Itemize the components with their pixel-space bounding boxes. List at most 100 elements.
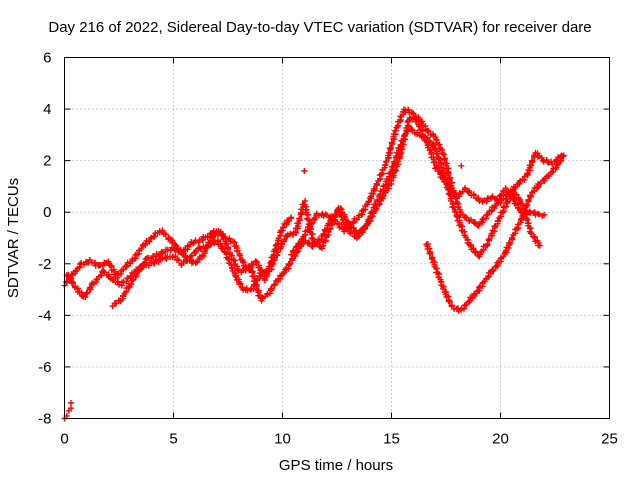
track-b-point xyxy=(281,236,288,243)
track-d-point xyxy=(462,185,469,192)
track-b-point xyxy=(503,203,510,210)
track-d-point xyxy=(347,221,353,228)
track-d-point xyxy=(392,127,399,134)
track-c-point xyxy=(245,263,252,270)
track-e-point xyxy=(537,180,544,187)
track-c-point xyxy=(362,225,368,232)
track-a-point xyxy=(288,214,295,221)
y-axis-label: SDTVAR / TECUs xyxy=(5,178,22,298)
track-d-point xyxy=(524,170,531,177)
track-d-point xyxy=(382,162,389,169)
track-b-point xyxy=(228,264,235,271)
track-e-point xyxy=(553,164,560,171)
track-d-point xyxy=(475,195,482,202)
track-e-point xyxy=(446,298,453,305)
track-b-point xyxy=(178,262,185,268)
y-tick-label: -6 xyxy=(38,359,51,376)
track-c-point xyxy=(309,243,316,250)
track-e-point xyxy=(545,173,552,179)
track-d-point xyxy=(388,145,394,151)
isolated-points-point xyxy=(458,162,465,169)
isolated-points-point xyxy=(68,405,74,412)
track-b-point xyxy=(188,252,195,259)
track-a-point xyxy=(252,258,259,265)
track-e-point xyxy=(507,240,514,247)
track-b-point xyxy=(244,287,251,294)
y-tick-label: 2 xyxy=(43,153,51,170)
track-d-point xyxy=(309,219,315,226)
track-a-point xyxy=(248,260,255,267)
x-tick-label: 25 xyxy=(601,431,618,448)
track-b-point xyxy=(433,150,440,157)
track-c-point xyxy=(239,258,246,265)
track-d-point xyxy=(529,157,536,164)
track-d-point xyxy=(415,123,422,130)
track-b-point xyxy=(472,249,479,256)
track-b-point xyxy=(486,236,493,243)
track-d-point xyxy=(388,139,395,146)
track-d-point xyxy=(345,224,352,231)
track-a-point xyxy=(114,271,121,278)
track-b-point xyxy=(70,280,76,286)
track-e-point xyxy=(427,250,434,257)
track-c-point xyxy=(433,136,440,143)
track-a-point xyxy=(159,227,166,234)
isolated-points-point xyxy=(68,400,74,406)
track-c-point xyxy=(388,177,395,184)
track-b-point xyxy=(536,242,543,249)
x-axis-label: GPS time / hours xyxy=(279,457,393,474)
track-c-point xyxy=(253,283,260,290)
x-tick-label: 15 xyxy=(383,431,400,448)
track-c-point xyxy=(187,241,194,248)
track-e-point xyxy=(559,153,566,160)
track-d-point xyxy=(506,190,513,197)
track-b-point xyxy=(409,127,416,134)
x-tick-label: 20 xyxy=(492,431,509,448)
y-tick-label: 4 xyxy=(43,101,51,118)
track-c-point xyxy=(289,255,296,262)
x-tick-label: 10 xyxy=(274,431,291,448)
track-e-point xyxy=(518,215,525,222)
track-b-point xyxy=(271,255,278,262)
track-d-point xyxy=(431,159,438,165)
track-a-point xyxy=(105,258,112,265)
track-d-point xyxy=(365,199,372,205)
track-a-point xyxy=(162,231,169,238)
track-a-point xyxy=(280,224,286,231)
track-d-point xyxy=(290,247,297,254)
y-tick-label: 6 xyxy=(43,50,51,67)
track-c-point xyxy=(349,229,355,236)
track-c-point xyxy=(130,276,137,283)
track-d-point xyxy=(423,138,430,145)
track-b-point xyxy=(237,280,244,287)
y-tick-label: -8 xyxy=(38,411,51,428)
track-c-point xyxy=(425,128,432,135)
track-c-point xyxy=(441,157,448,164)
track-e-point xyxy=(476,284,483,291)
track-b-point xyxy=(528,230,535,237)
track-a-point xyxy=(253,259,260,265)
track-b-point xyxy=(296,215,303,222)
track-c-point xyxy=(390,172,397,179)
track-c-point xyxy=(145,254,152,261)
track-c-point xyxy=(234,247,241,254)
track-b-point xyxy=(295,220,302,227)
track-d-point xyxy=(488,194,495,201)
track-c-point xyxy=(271,281,278,288)
track-e-point xyxy=(428,256,435,263)
track-d-point xyxy=(288,251,295,258)
track-b-point xyxy=(84,289,91,296)
plot-frame xyxy=(64,57,610,419)
track-a-point xyxy=(200,253,207,259)
track-e-point xyxy=(471,291,478,298)
track-b-point xyxy=(93,276,100,283)
track-d-point xyxy=(443,180,450,186)
track-c-point xyxy=(218,232,225,239)
track-b-point xyxy=(451,208,458,215)
track-c-point xyxy=(171,246,178,253)
track-b-point xyxy=(98,272,104,279)
track-a-point xyxy=(201,248,208,255)
track-c-point xyxy=(266,290,273,297)
track-d-point xyxy=(350,218,357,225)
track-d-point xyxy=(516,180,523,187)
